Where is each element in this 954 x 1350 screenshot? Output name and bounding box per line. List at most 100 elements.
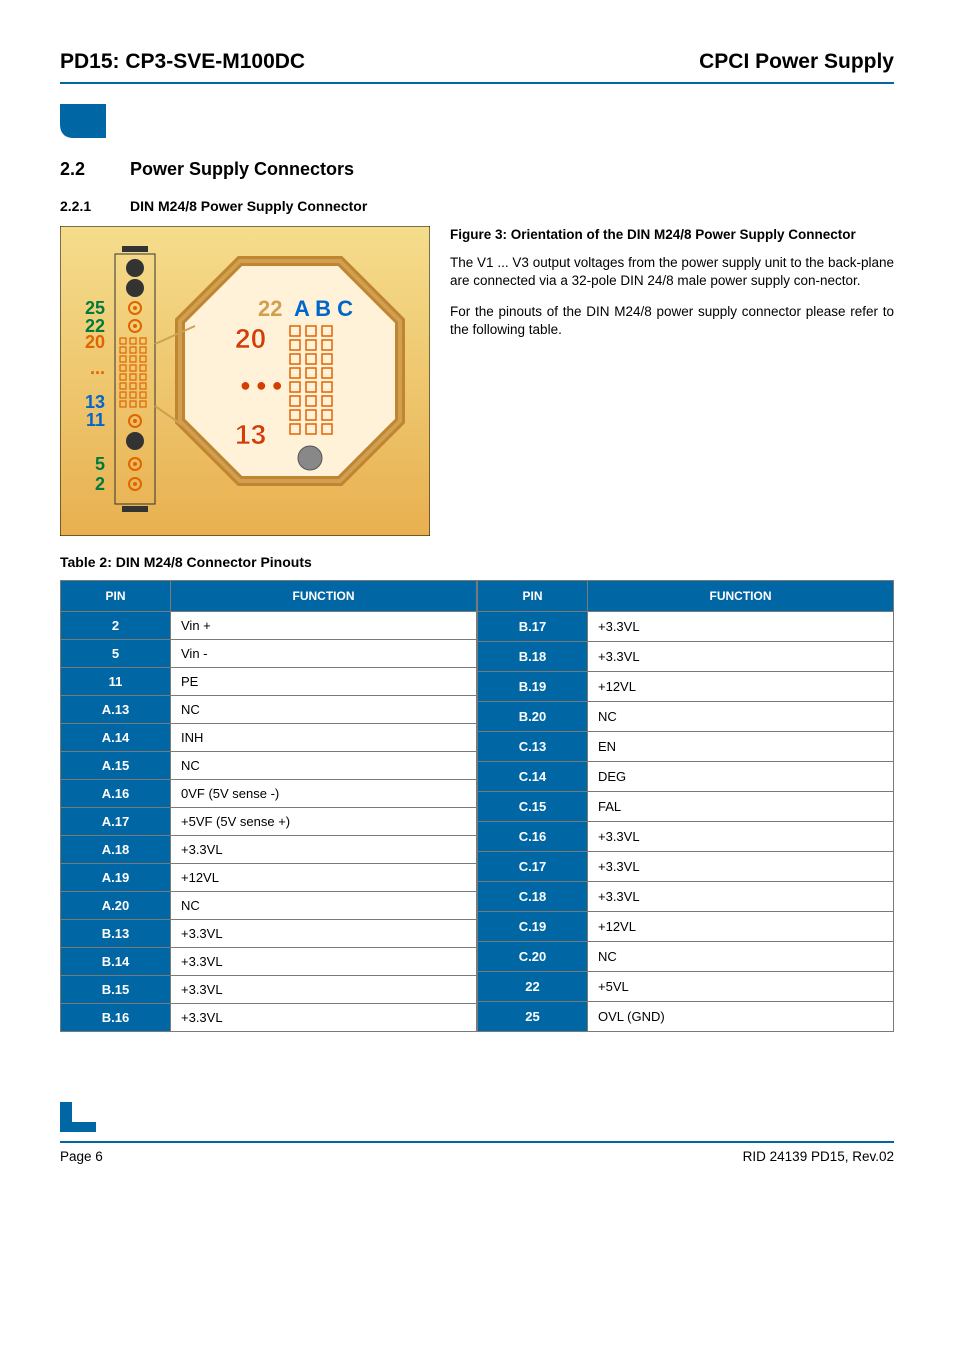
pin-cell: A.13 bbox=[61, 696, 171, 724]
function-cell: +3.3VL bbox=[171, 920, 477, 948]
pin-cell: C.18 bbox=[478, 882, 588, 912]
svg-text:13: 13 bbox=[85, 392, 105, 412]
page-footer: Page 6 RID 24139 PD15, Rev.02 bbox=[60, 1102, 894, 1164]
function-cell: NC bbox=[588, 942, 894, 972]
figure-caption: Figure 3: Orientation of the DIN M24/8 P… bbox=[450, 226, 894, 244]
function-cell: NC bbox=[171, 752, 477, 780]
table-row: B.13+3.3VL bbox=[61, 920, 477, 948]
table-row: C.15FAL bbox=[478, 792, 894, 822]
function-cell: PE bbox=[171, 668, 477, 696]
function-cell: Vin - bbox=[171, 640, 477, 668]
table-row: C.18+3.3VL bbox=[478, 882, 894, 912]
function-cell: OVL (GND) bbox=[588, 1002, 894, 1032]
header-left: PD15: CP3-SVE-M100DC bbox=[60, 50, 305, 74]
function-cell: +12VL bbox=[171, 864, 477, 892]
pin-cell: B.14 bbox=[61, 948, 171, 976]
table-row: A.17+5VF (5V sense +) bbox=[61, 808, 477, 836]
function-cell: +5VL bbox=[588, 972, 894, 1002]
function-cell: Vin + bbox=[171, 612, 477, 640]
pin-cell: A.20 bbox=[61, 892, 171, 920]
figure-para-1: The V1 ... V3 output voltages from the p… bbox=[450, 254, 894, 290]
pin-cell: 2 bbox=[61, 612, 171, 640]
table-row: 5Vin - bbox=[61, 640, 477, 668]
function-cell: +5VF (5V sense +) bbox=[171, 808, 477, 836]
svg-text:25: 25 bbox=[85, 298, 105, 318]
table-row: B.20NC bbox=[478, 702, 894, 732]
svg-text:13: 13 bbox=[235, 419, 266, 450]
svg-text:...: ... bbox=[90, 358, 105, 378]
page-number: Page 6 bbox=[60, 1149, 103, 1164]
subsection-title: DIN M24/8 Power Supply Connector bbox=[130, 198, 367, 214]
figure-para-2: For the pinouts of the DIN M24/8 power s… bbox=[450, 303, 894, 339]
function-cell: NC bbox=[588, 702, 894, 732]
table-row: C.17+3.3VL bbox=[478, 852, 894, 882]
pin-cell: 25 bbox=[478, 1002, 588, 1032]
brand-logo bbox=[60, 104, 130, 138]
brand-logo-small bbox=[60, 1102, 96, 1132]
function-cell: +3.3VL bbox=[588, 612, 894, 642]
table-row: C.16+3.3VL bbox=[478, 822, 894, 852]
pin-cell: A.18 bbox=[61, 836, 171, 864]
subsection-heading: 2.2.1 DIN M24/8 Power Supply Connector bbox=[60, 198, 894, 214]
pin-cell: C.14 bbox=[478, 762, 588, 792]
function-cell: +12VL bbox=[588, 912, 894, 942]
function-cell: +3.3VL bbox=[588, 822, 894, 852]
table-row: 22+5VL bbox=[478, 972, 894, 1002]
table-row: A.13NC bbox=[61, 696, 477, 724]
pin-cell: A.15 bbox=[61, 752, 171, 780]
svg-text:5: 5 bbox=[95, 454, 105, 474]
pin-cell: A.14 bbox=[61, 724, 171, 752]
section-number: 2.2 bbox=[60, 159, 130, 180]
pin-cell: C.16 bbox=[478, 822, 588, 852]
pin-cell: 5 bbox=[61, 640, 171, 668]
svg-text:20: 20 bbox=[85, 332, 105, 352]
col-pin: PIN bbox=[61, 581, 171, 612]
function-cell: +3.3VL bbox=[171, 1004, 477, 1032]
pin-cell: A.19 bbox=[61, 864, 171, 892]
table-row: B.19+12VL bbox=[478, 672, 894, 702]
table-row: C.20NC bbox=[478, 942, 894, 972]
function-cell: +12VL bbox=[588, 672, 894, 702]
function-cell: NC bbox=[171, 696, 477, 724]
pin-cell: B.19 bbox=[478, 672, 588, 702]
section-title: Power Supply Connectors bbox=[130, 159, 354, 180]
header-right: CPCI Power Supply bbox=[699, 50, 894, 74]
table-row: A.14INH bbox=[61, 724, 477, 752]
table-row: A.19+12VL bbox=[61, 864, 477, 892]
svg-text:A B C: A B C bbox=[294, 296, 353, 321]
pin-cell: B.16 bbox=[61, 1004, 171, 1032]
pin-cell: A.16 bbox=[61, 780, 171, 808]
table-row: C.13EN bbox=[478, 732, 894, 762]
connector-diagram: 25 22 20 ... 13 11 5 2 22 A B C 20 bbox=[60, 226, 430, 536]
pin-cell: B.13 bbox=[61, 920, 171, 948]
pin-cell: B.18 bbox=[478, 642, 588, 672]
table-row: B.15+3.3VL bbox=[61, 976, 477, 1004]
function-cell: 0VF (5V sense -) bbox=[171, 780, 477, 808]
table-row: A.15NC bbox=[61, 752, 477, 780]
svg-text:22: 22 bbox=[258, 296, 282, 321]
table-row: B.14+3.3VL bbox=[61, 948, 477, 976]
table-row: 11PE bbox=[61, 668, 477, 696]
pin-cell: B.20 bbox=[478, 702, 588, 732]
pin-cell: A.17 bbox=[61, 808, 171, 836]
col-function: FUNCTION bbox=[588, 581, 894, 612]
table-row: 2Vin + bbox=[61, 612, 477, 640]
function-cell: +3.3VL bbox=[588, 852, 894, 882]
table-row: C.14DEG bbox=[478, 762, 894, 792]
table-row: C.19+12VL bbox=[478, 912, 894, 942]
pin-cell: 22 bbox=[478, 972, 588, 1002]
pin-cell: C.17 bbox=[478, 852, 588, 882]
pin-cell: C.15 bbox=[478, 792, 588, 822]
page-header: PD15: CP3-SVE-M100DC CPCI Power Supply bbox=[60, 50, 894, 74]
pin-cell: C.20 bbox=[478, 942, 588, 972]
table-row: A.160VF (5V sense -) bbox=[61, 780, 477, 808]
function-cell: EN bbox=[588, 732, 894, 762]
col-function: FUNCTION bbox=[171, 581, 477, 612]
svg-text:2: 2 bbox=[95, 474, 105, 494]
pinout-table: PIN FUNCTION 2Vin +5Vin -11PEA.13NCA.14I… bbox=[60, 580, 894, 1032]
function-cell: +3.3VL bbox=[171, 836, 477, 864]
table-row: A.18+3.3VL bbox=[61, 836, 477, 864]
pin-cell: B.17 bbox=[478, 612, 588, 642]
table-row: B.16+3.3VL bbox=[61, 1004, 477, 1032]
function-cell: +3.3VL bbox=[588, 882, 894, 912]
